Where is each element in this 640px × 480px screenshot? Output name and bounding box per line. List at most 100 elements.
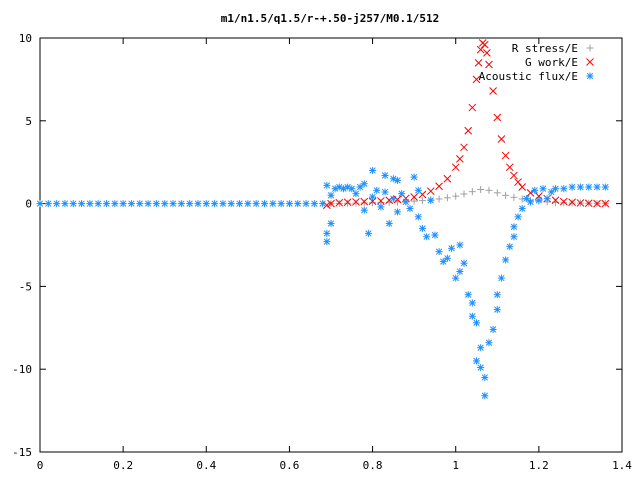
y-tick-label: -10: [12, 363, 32, 376]
data-point: [518, 183, 527, 191]
x-tick-label: 0: [37, 459, 44, 472]
data-point: [177, 200, 185, 208]
data-point: [473, 357, 480, 365]
data-point: [78, 200, 86, 208]
data-point: [585, 183, 593, 191]
data-point: [360, 197, 369, 206]
data-point: [423, 233, 431, 241]
data-point: [335, 198, 344, 207]
x-tick-label: 1: [452, 459, 459, 472]
data-point: [369, 166, 377, 174]
data-point: [310, 200, 318, 208]
data-point: [418, 224, 426, 232]
data-point: [381, 188, 389, 196]
data-point: [327, 191, 335, 199]
data-point: [103, 200, 111, 208]
y-tick-label: 10: [19, 32, 32, 45]
data-point: [485, 60, 493, 69]
data-point: [468, 312, 476, 320]
data-point: [194, 200, 202, 208]
legend-marker: [586, 44, 594, 52]
data-point: [202, 200, 210, 208]
data-point: [468, 103, 477, 112]
data-point: [514, 213, 522, 221]
data-point: [543, 195, 551, 203]
data-point: [53, 200, 61, 208]
data-point: [593, 199, 601, 208]
data-point: [394, 208, 402, 216]
data-point: [323, 238, 331, 246]
data-point: [369, 193, 377, 201]
data-point: [285, 200, 293, 208]
data-point: [418, 197, 426, 205]
data-point: [576, 183, 584, 191]
x-tick-label: 0.4: [196, 459, 216, 472]
data-point: [464, 126, 473, 135]
data-point: [568, 183, 576, 191]
x-tick-label: 1.4: [612, 459, 632, 472]
data-point: [402, 198, 410, 206]
data-point: [460, 190, 468, 198]
data-point: [551, 196, 560, 205]
data-point: [360, 180, 368, 188]
data-point: [522, 195, 530, 203]
data-point: [497, 274, 505, 282]
data-point: [456, 241, 464, 249]
data-point: [394, 176, 402, 184]
data-point: [227, 200, 235, 208]
data-point: [410, 193, 418, 201]
data-point: [377, 197, 385, 205]
data-point: [477, 344, 485, 352]
data-point: [443, 174, 452, 183]
data-point: [477, 364, 485, 372]
data-point: [473, 319, 480, 327]
data-point: [36, 200, 44, 208]
data-point: [483, 49, 491, 57]
data-point: [119, 200, 127, 208]
data-point: [211, 200, 219, 208]
data-point: [343, 198, 352, 207]
data-point: [389, 195, 397, 203]
data-point: [94, 200, 102, 208]
data-point: [127, 200, 135, 208]
data-point: [294, 200, 302, 208]
data-point: [568, 198, 576, 207]
data-point: [44, 200, 52, 208]
y-tick-label: 0: [25, 198, 32, 211]
y-tick-label: -5: [19, 280, 32, 293]
data-point: [477, 186, 485, 194]
data-point: [560, 199, 568, 207]
data-point: [510, 193, 518, 201]
legend-label: G work/E: [525, 56, 578, 69]
data-point: [323, 181, 331, 189]
data-point: [527, 198, 535, 206]
data-point: [219, 200, 227, 208]
data-point: [456, 155, 464, 163]
data-point: [443, 194, 451, 202]
data-point: [489, 325, 497, 333]
data-point: [327, 199, 335, 208]
legend-marker: [586, 58, 594, 66]
data-point: [460, 259, 468, 267]
data-point: [601, 199, 610, 208]
data-point: [381, 171, 389, 179]
data-point: [136, 200, 144, 208]
data-point: [61, 200, 69, 208]
data-point: [435, 248, 443, 256]
data-point: [474, 58, 483, 67]
data-point: [506, 243, 514, 251]
data-point: [364, 229, 372, 237]
data-point: [493, 291, 501, 299]
x-axis: 0 0.2 0.4 0.6 0.8 1 1.2 1.4: [37, 38, 632, 472]
data-point: [443, 254, 451, 262]
data-point: [360, 199, 368, 207]
data-point: [510, 233, 518, 241]
data-point: [501, 151, 510, 160]
data-point: [472, 75, 481, 84]
data-point: [493, 189, 501, 197]
data-point: [460, 143, 468, 152]
data-point: [481, 392, 489, 400]
data-point: [360, 206, 368, 214]
data-point: [493, 113, 502, 122]
